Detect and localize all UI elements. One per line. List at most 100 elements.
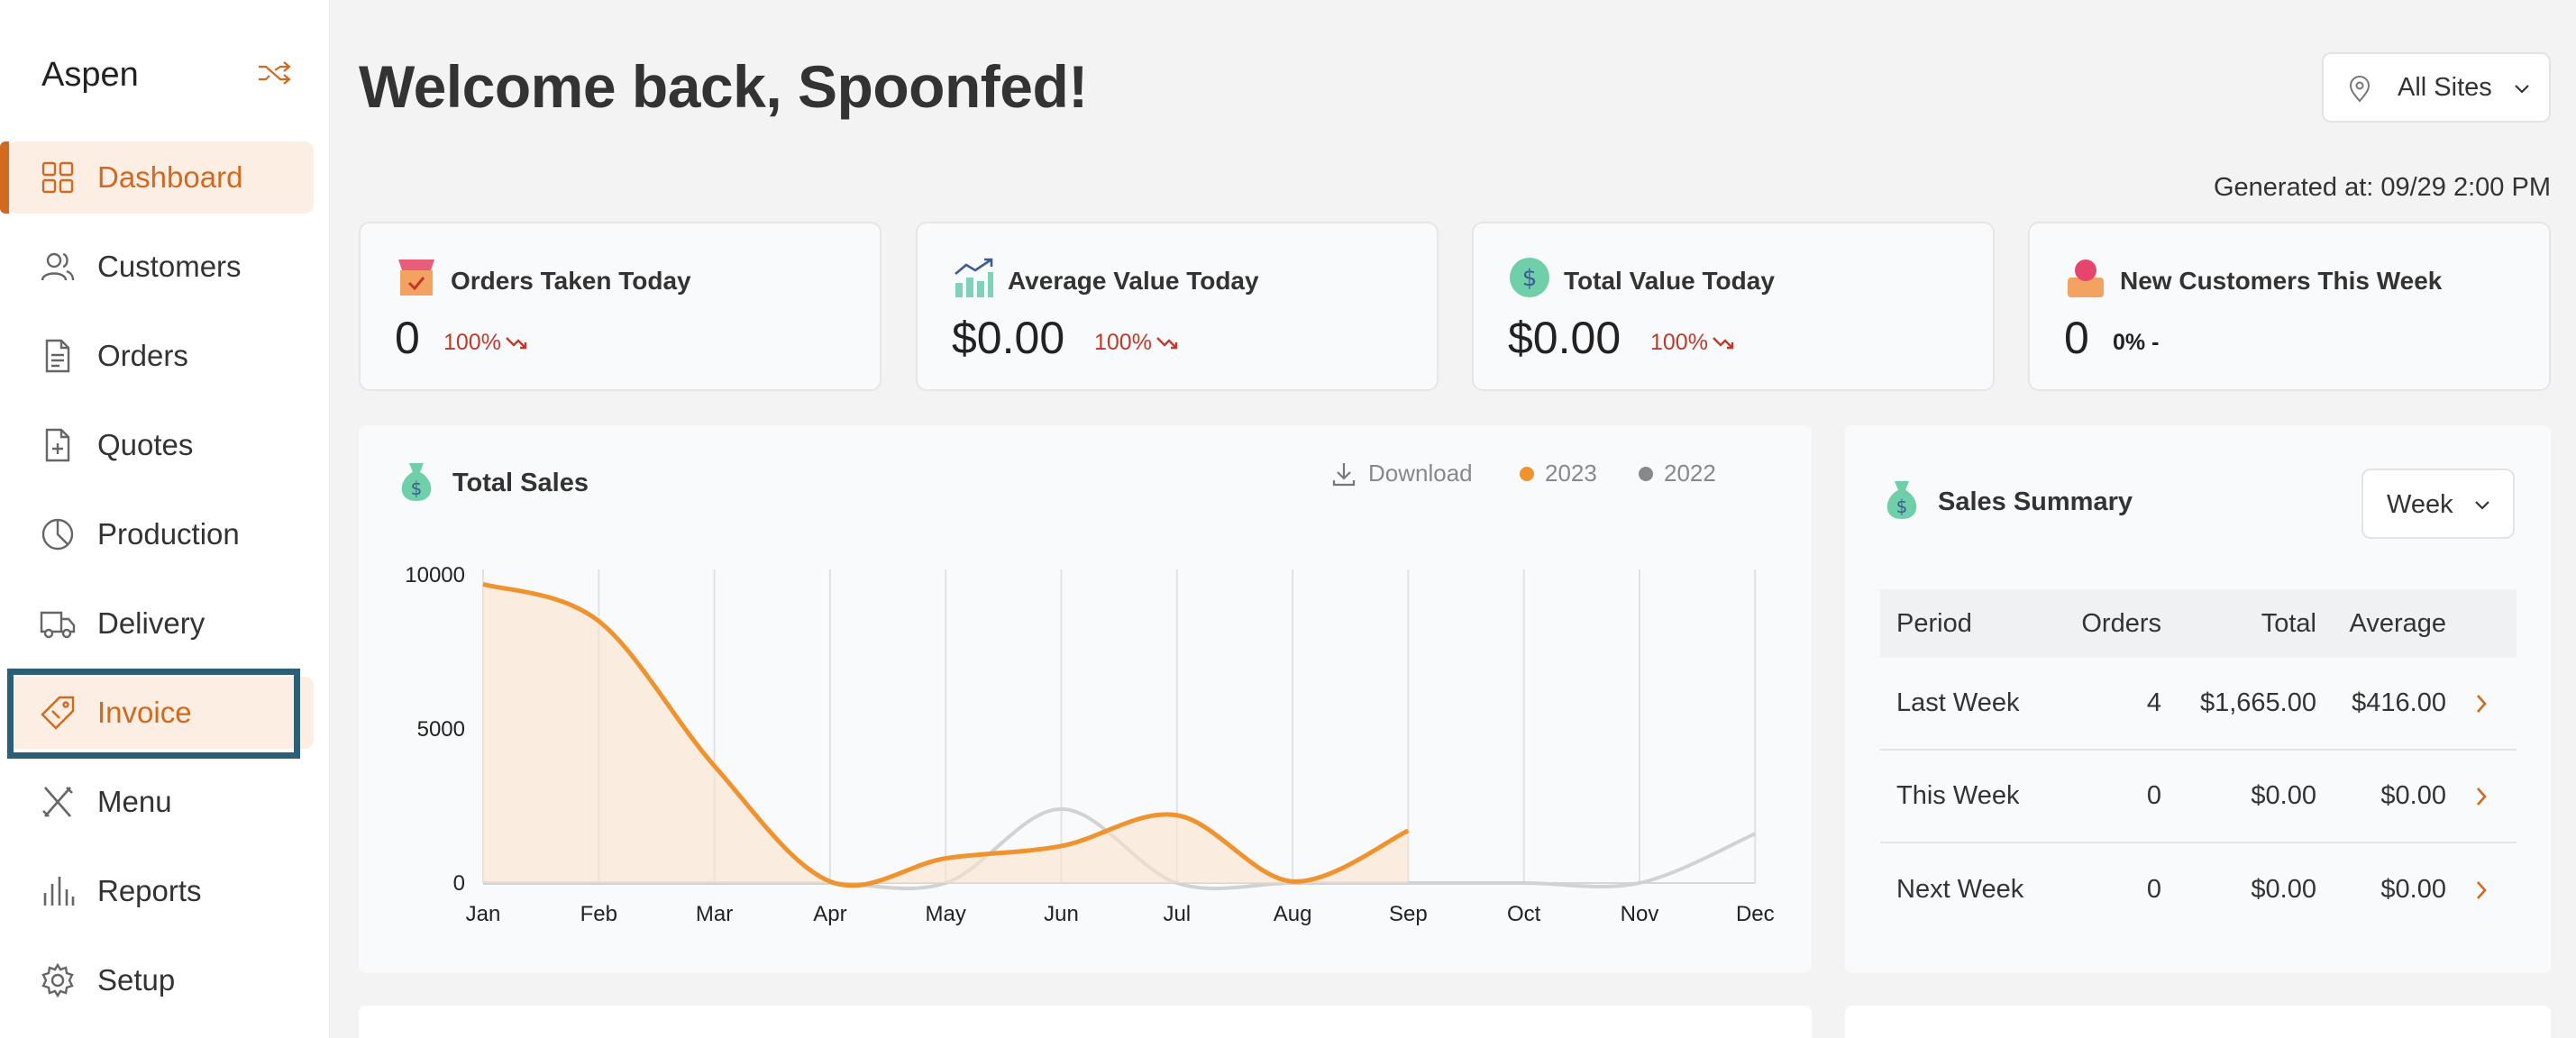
- svg-text:$: $: [411, 478, 423, 499]
- stat-trend: 100%: [443, 330, 528, 356]
- col-average: Average: [2349, 608, 2447, 638]
- download-icon: [1332, 462, 1356, 486]
- table-row[interactable]: This Week 0 $0.00 $0.00: [1880, 751, 2517, 843]
- trend-down-icon: [1713, 336, 1734, 349]
- sidebar-item-label: Orders: [97, 339, 188, 372]
- x-tick-label: Mar: [696, 902, 733, 926]
- dashboard-icon: [41, 161, 74, 194]
- table-row[interactable]: Next Week 0 $0.00 $0.00: [1880, 843, 2517, 936]
- cell-total: $0.00: [2251, 875, 2316, 904]
- trend-percent: 100%: [443, 330, 501, 355]
- download-button[interactable]: Download: [1330, 460, 1473, 487]
- legend-2023[interactable]: 2023: [1520, 460, 1597, 487]
- sidebar-item-label: Production: [97, 517, 240, 551]
- sidebar-item-menu[interactable]: Menu: [7, 766, 314, 838]
- y-tick-label: 5000: [417, 717, 465, 742]
- shuffle-icon[interactable]: [257, 59, 293, 86]
- col-orders: Orders: [2081, 608, 2161, 638]
- money-bag-icon: $: [1886, 481, 1917, 519]
- sidebar-item-production[interactable]: Production: [7, 498, 314, 570]
- trend-down-icon: [1156, 336, 1178, 349]
- sidebar-item-label: Invoice: [97, 696, 192, 729]
- gear-icon: [41, 962, 74, 998]
- bottom-panel-right: [1845, 1006, 2551, 1038]
- x-tick-label: Oct: [1507, 902, 1541, 926]
- x-tick-label: Aug: [1274, 902, 1312, 926]
- series-area-2023: [483, 584, 1409, 886]
- legend-dot-2023: [1520, 466, 1534, 481]
- site-selector-label: All Sites: [2398, 72, 2492, 102]
- sidebar: Aspen Dashboard Customers Orders Quotes …: [0, 0, 330, 1038]
- stat-value: $0.00: [952, 313, 1065, 363]
- legend-label-2023: 2023: [1545, 460, 1597, 487]
- x-tick-label: Jul: [1163, 902, 1191, 926]
- location-pin-icon: [2349, 76, 2370, 103]
- ticket-icon: [41, 696, 75, 730]
- cell-average: $416.00: [2352, 688, 2446, 717]
- stat-title: Total Value Today: [1564, 267, 1775, 295]
- utensils-icon: [42, 787, 73, 817]
- x-tick-label: Feb: [580, 902, 617, 926]
- x-tick-label: Jan: [466, 902, 501, 926]
- legend-dot-2022: [1639, 466, 1653, 481]
- stat-trend: 100%: [1094, 330, 1179, 356]
- sidebar-item-customers[interactable]: Customers: [7, 231, 314, 303]
- x-tick-label: Jun: [1044, 902, 1079, 926]
- document-icon: [45, 339, 70, 373]
- stat-trend: 100%: [1650, 330, 1735, 356]
- x-tick-label: May: [926, 902, 966, 926]
- cell-orders: 4: [2146, 688, 2161, 717]
- cell-period: Last Week: [1896, 688, 2020, 717]
- sidebar-item-quotes[interactable]: Quotes: [7, 409, 314, 481]
- svg-text:$: $: [1522, 265, 1538, 292]
- sidebar-item-orders[interactable]: Orders: [7, 320, 314, 392]
- stat-card-new-customers: New Customers This Week 0 0% -: [2028, 222, 2551, 391]
- dollar-coin-icon: $: [1510, 258, 1549, 297]
- chevron-down-icon: [2475, 501, 2489, 510]
- cell-orders: 0: [2146, 875, 2161, 904]
- generated-timestamp: Generated at: 09/29 2:00 PM: [2213, 173, 2551, 202]
- chevron-down-icon: [2515, 85, 2529, 94]
- sidebar-item-label: Delivery: [97, 606, 206, 640]
- legend-2022[interactable]: 2022: [1639, 460, 1716, 487]
- x-tick-label: Nov: [1621, 902, 1659, 926]
- sidebar-item-reports[interactable]: Reports: [7, 855, 314, 927]
- stat-title: New Customers This Week: [2120, 267, 2443, 295]
- cell-period: This Week: [1896, 781, 2020, 810]
- cell-period: Next Week: [1896, 875, 2024, 904]
- period-select[interactable]: Week: [2361, 469, 2515, 539]
- bottom-panel-left: [359, 1006, 1812, 1038]
- sidebar-item-label: Setup: [97, 963, 176, 997]
- cell-average: $0.00: [2380, 781, 2446, 810]
- stat-value: 0: [2064, 313, 2089, 363]
- stat-card-total: $ Total Value Today $0.00 100%: [1472, 222, 1995, 391]
- site-selector[interactable]: All Sites: [2322, 52, 2551, 123]
- trend-percent: 100%: [1094, 330, 1152, 355]
- brand-name: Aspen: [41, 56, 139, 94]
- growth-chart-icon: [955, 258, 993, 297]
- sidebar-item-delivery[interactable]: Delivery: [7, 587, 314, 660]
- chevron-right-icon[interactable]: [2473, 879, 2489, 902]
- pie-icon: [41, 518, 74, 551]
- page-title: Welcome back, Spoonfed!: [359, 53, 1088, 120]
- stat-title: Orders Taken Today: [451, 267, 691, 295]
- stat-value: 0: [395, 313, 420, 363]
- trend-down-icon: [506, 336, 527, 349]
- chevron-right-icon[interactable]: [2473, 785, 2489, 808]
- cell-total: $0.00: [2251, 781, 2316, 810]
- sidebar-item-invoice[interactable]: Invoice: [7, 677, 314, 749]
- svg-text:$: $: [1896, 496, 1908, 517]
- chevron-right-icon[interactable]: [2473, 692, 2489, 715]
- period-select-label: Week: [2387, 490, 2453, 519]
- sidebar-item-label: Reports: [97, 874, 202, 907]
- legend-label-2022: 2022: [1664, 460, 1716, 487]
- sidebar-item-setup[interactable]: Setup: [7, 944, 314, 1016]
- quote-doc-icon: [45, 428, 70, 462]
- table-row[interactable]: Last Week 4 $1,665.00 $416.00: [1880, 658, 2517, 751]
- sidebar-item-dashboard[interactable]: Dashboard: [0, 141, 314, 214]
- store-box-icon: [398, 260, 434, 296]
- sidebar-item-label: Dashboard: [97, 160, 243, 194]
- stat-card-average: Average Value Today $0.00 100%: [916, 222, 1439, 391]
- truck-icon: [40, 611, 76, 639]
- series-line-2023: [482, 581, 1410, 888]
